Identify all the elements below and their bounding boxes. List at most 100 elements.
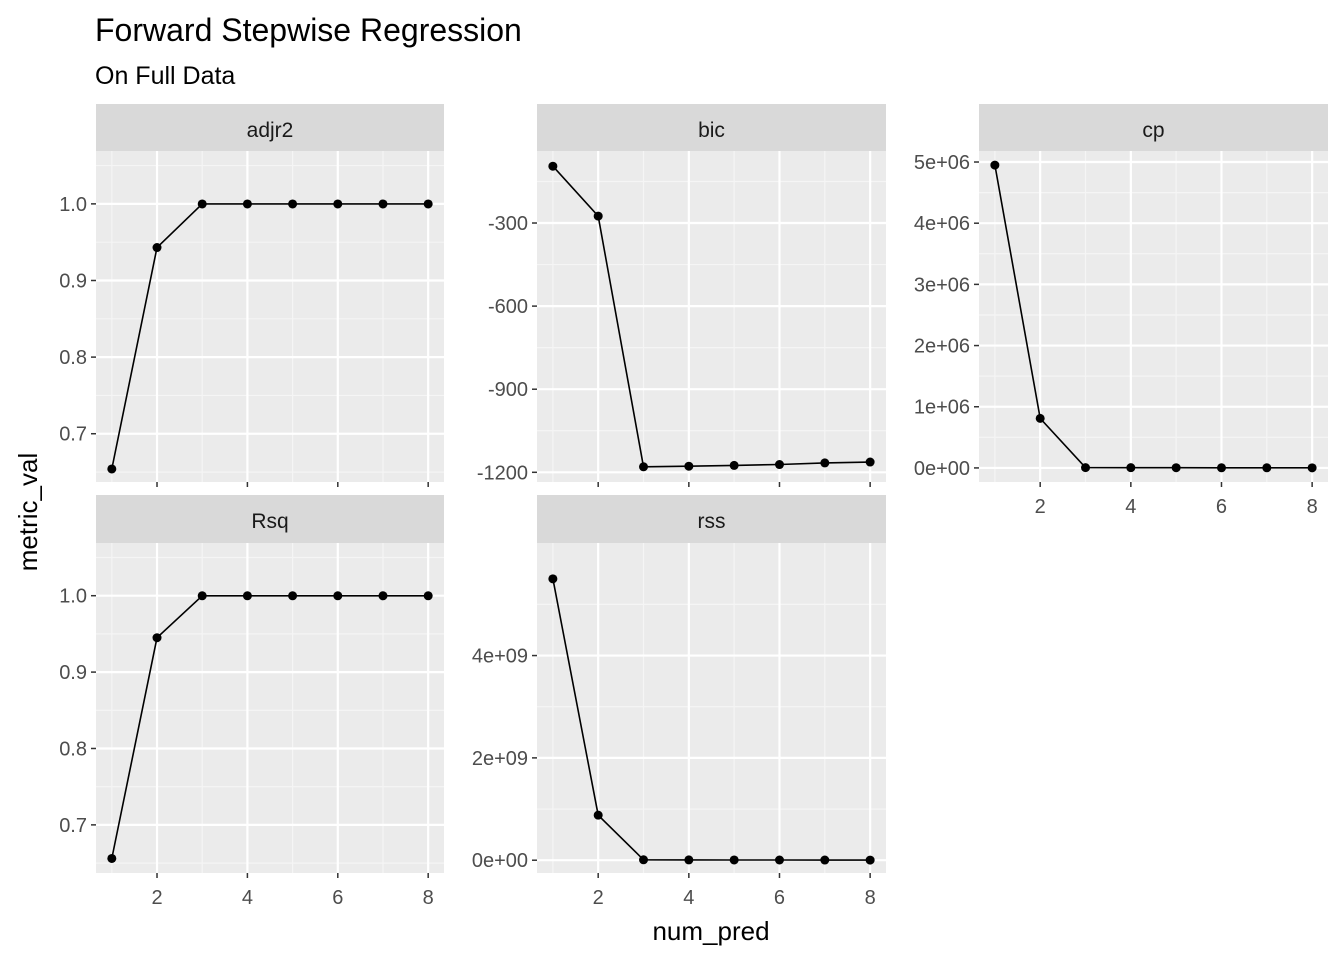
x-tick-label: 6 <box>1216 496 1227 518</box>
x-tick-label: 8 <box>865 887 876 909</box>
data-point <box>242 591 252 601</box>
facet-cp: cp 0e+00 1e+06 2e+06 3e+06 4e+06 5e+06 2 4 6 8 <box>914 104 1328 518</box>
data-point <box>152 633 162 643</box>
data-point <box>820 458 830 468</box>
facet-strip <box>96 495 444 543</box>
y-tick-label: 5e+06 <box>914 152 970 174</box>
facet-strip <box>96 104 444 151</box>
data-point <box>548 574 558 584</box>
x-tick-label: 2 <box>593 887 604 909</box>
x-tick-label: 4 <box>1125 496 1136 518</box>
chart-subtitle: On Full Data <box>95 62 235 90</box>
facet-Rsq: Rsq 0.7 0.8 0.9 1.0 2 4 6 8 <box>59 495 444 909</box>
data-point <box>684 855 694 865</box>
data-point <box>1126 463 1136 473</box>
y-tick-label: 0.9 <box>59 270 87 292</box>
panel-background <box>96 151 444 482</box>
data-point <box>378 199 388 209</box>
x-tick-label: 2 <box>1035 496 1046 518</box>
series-line <box>552 578 871 861</box>
data-point <box>1171 463 1181 473</box>
facet-strip-label: Rsq <box>251 510 288 533</box>
y-tick-label: 1e+06 <box>914 397 970 419</box>
data-point <box>378 591 388 601</box>
data-point <box>288 199 298 209</box>
data-point <box>684 461 694 471</box>
y-tick-label: -1200 <box>477 462 528 484</box>
data-point <box>774 855 784 865</box>
chart-title: Forward Stepwise Regression <box>95 12 522 48</box>
data-point <box>865 855 875 865</box>
y-tick-label: 0e+00 <box>914 458 970 480</box>
y-tick-label: -900 <box>488 379 528 401</box>
facet-adjr2: adjr2 0.7 0.8 0.9 1.0 <box>59 104 444 487</box>
y-tick-label: -300 <box>488 213 528 235</box>
data-point <box>1262 463 1272 473</box>
data-point <box>639 855 649 865</box>
x-tick-label: 8 <box>1307 496 1318 518</box>
y-tick-label: 3e+06 <box>914 274 970 296</box>
series-line <box>994 164 1313 469</box>
data-point <box>197 199 207 209</box>
y-tick-label: 0.9 <box>59 662 87 684</box>
panel-background <box>537 151 886 482</box>
series-line <box>552 165 871 468</box>
data-point <box>820 855 830 865</box>
y-tick-label: 1.0 <box>59 586 87 608</box>
y-tick-label: 0.7 <box>59 815 87 837</box>
data-point <box>152 243 162 253</box>
y-tick-label: -600 <box>488 296 528 318</box>
facet-strip <box>537 495 886 543</box>
y-tick-label: 0.8 <box>59 347 87 369</box>
data-point <box>333 199 343 209</box>
data-point <box>593 810 603 820</box>
data-point <box>593 211 603 221</box>
facet-strip <box>537 104 886 151</box>
y-tick-label: 2e+09 <box>472 748 528 770</box>
data-point <box>1035 413 1045 423</box>
data-point <box>729 855 739 865</box>
series-line <box>111 203 429 470</box>
data-point <box>107 464 117 474</box>
x-tick-label: 4 <box>683 887 694 909</box>
data-point <box>1216 463 1226 473</box>
data-point <box>1081 463 1091 473</box>
data-point <box>990 160 1000 170</box>
facet-panels: adjr2 0.7 0.8 0.9 1.0 bic -300 -600 -900 -1200 cp 0… <box>59 104 1328 909</box>
y-tick-label: 1.0 <box>59 194 87 216</box>
y-tick-label: 0e+00 <box>472 850 528 872</box>
facet-rss: rss 0e+00 2e+09 4e+09 2 4 6 8 <box>472 495 886 909</box>
series-line <box>111 594 429 859</box>
x-tick-label: 8 <box>423 887 434 909</box>
data-point <box>242 199 252 209</box>
panel-background <box>537 543 886 873</box>
y-tick-label: 0.7 <box>59 424 87 446</box>
data-point <box>197 591 207 601</box>
y-tick-label: 2e+06 <box>914 336 970 358</box>
facet-strip-label: bic <box>698 119 725 142</box>
facet-strip-label: adjr2 <box>247 119 294 142</box>
data-point <box>107 853 117 863</box>
x-tick-label: 4 <box>242 887 253 909</box>
data-point <box>548 161 558 171</box>
facet-strip-label: rss <box>698 510 726 533</box>
data-point <box>774 460 784 470</box>
facet-strip-label: cp <box>1142 119 1164 142</box>
data-point <box>288 591 298 601</box>
panel-background <box>96 543 444 873</box>
data-point <box>865 457 875 467</box>
y-tick-label: 4e+06 <box>914 213 970 235</box>
y-tick-label: 4e+09 <box>472 646 528 668</box>
x-tick-label: 6 <box>332 887 343 909</box>
x-axis-title: num_pred <box>652 916 769 946</box>
facet-bic: bic -300 -600 -900 -1200 <box>477 104 886 487</box>
data-point <box>1307 463 1317 473</box>
y-axis-title: metric_val <box>13 453 43 571</box>
panel-background <box>979 151 1328 482</box>
data-point <box>333 591 343 601</box>
facet-strip <box>979 104 1328 151</box>
data-point <box>729 460 739 470</box>
data-point <box>423 199 433 209</box>
x-tick-label: 2 <box>151 887 162 909</box>
